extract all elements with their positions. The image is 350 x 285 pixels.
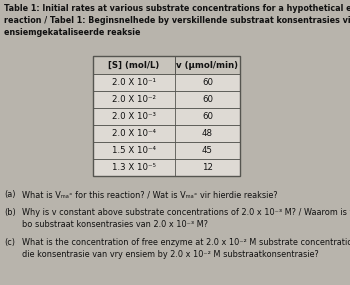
Text: (a): (a) [4, 190, 15, 199]
Bar [93, 125, 240, 142]
Text: 2.0 X 10⁻¹: 2.0 X 10⁻¹ [112, 78, 156, 87]
Text: Table 1: Initial rates at various substrate concentrations for a hypothetical en: Table 1: Initial rates at various substr… [4, 4, 350, 37]
Text: 60: 60 [202, 95, 213, 104]
Text: (c): (c) [4, 238, 15, 247]
Bar [93, 56, 240, 74]
Bar [93, 91, 240, 108]
Text: 2.0 X 10⁻³: 2.0 X 10⁻³ [112, 112, 156, 121]
Text: 48: 48 [202, 129, 213, 138]
Text: 12: 12 [202, 163, 213, 172]
Text: 60: 60 [202, 112, 213, 121]
Text: v (μmol/min): v (μmol/min) [176, 60, 238, 70]
Bar [93, 142, 240, 159]
Bar [93, 159, 240, 176]
Bar [93, 108, 240, 125]
Text: [S] (mol/L): [S] (mol/L) [108, 60, 160, 70]
Bar [93, 56, 240, 176]
Text: What is the concentration of free enzyme at 2.0 x 10⁻² M substrate concentration: What is the concentration of free enzyme… [22, 238, 350, 259]
Text: 1.5 X 10⁻⁴: 1.5 X 10⁻⁴ [112, 146, 156, 155]
Text: 2.0 X 10⁻⁴: 2.0 X 10⁻⁴ [112, 129, 156, 138]
Text: 60: 60 [202, 78, 213, 87]
Text: (b): (b) [4, 208, 16, 217]
Text: What is Vₘₐˣ for this reaction? / Wat is Vₘₐˣ vir hierdie reaksie?: What is Vₘₐˣ for this reaction? / Wat is… [22, 190, 278, 199]
Text: 2.0 X 10⁻²: 2.0 X 10⁻² [112, 95, 156, 104]
Text: 1.3 X 10⁻⁵: 1.3 X 10⁻⁵ [112, 163, 156, 172]
Bar [93, 74, 240, 91]
Text: Why is v constant above substrate concentrations of 2.0 x 10⁻³ M? / Waarom is v : Why is v constant above substrate concen… [22, 208, 350, 229]
Text: 45: 45 [202, 146, 213, 155]
